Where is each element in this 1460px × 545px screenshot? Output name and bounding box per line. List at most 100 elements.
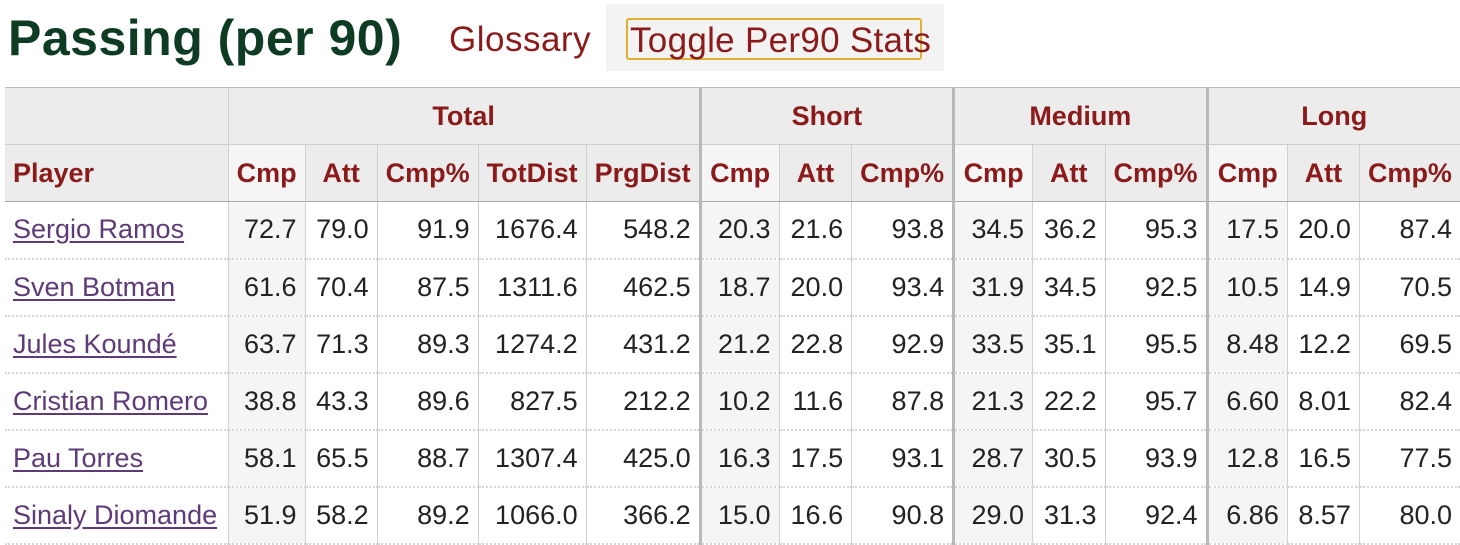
stat-cell: 17.5 <box>778 429 852 488</box>
group-header-total: Total <box>227 87 701 145</box>
stat-cell: 43.3 <box>304 372 378 431</box>
player-link[interactable]: Pau Torres <box>13 442 144 473</box>
stat-cell: 95.7 <box>1104 372 1208 431</box>
stat-cell: 28.7 <box>952 429 1033 488</box>
stat-cell: 71.3 <box>304 315 378 374</box>
column-header-total-cmp-pct[interactable]: Cmp% <box>376 144 479 202</box>
player-link[interactable]: Cristian Romero <box>13 385 209 416</box>
stat-cell: 29.0 <box>952 486 1033 545</box>
stat-cell: 77.5 <box>1358 429 1460 488</box>
stat-cell: 8.01 <box>1286 372 1360 431</box>
stat-cell: 16.5 <box>1286 429 1360 488</box>
player-cell: Sergio Ramos <box>5 201 229 260</box>
stat-cell: 65.5 <box>304 429 378 488</box>
column-header-totdist[interactable]: TotDist <box>477 144 587 202</box>
player-cell: Sinaly Diomande <box>5 486 229 545</box>
group-header-empty <box>5 87 229 145</box>
stat-cell: 92.5 <box>1104 258 1208 317</box>
stat-cell: 30.5 <box>1032 429 1106 488</box>
stat-cell: 12.2 <box>1286 315 1360 374</box>
column-header-medium-cmp-pct[interactable]: Cmp% <box>1104 144 1208 202</box>
column-header-long-att[interactable]: Att <box>1286 144 1360 202</box>
stat-cell: 827.5 <box>477 372 587 431</box>
stat-cell: 16.6 <box>778 486 852 545</box>
stat-cell: 93.9 <box>1104 429 1208 488</box>
stat-cell: 70.5 <box>1358 258 1460 317</box>
stat-cell: 17.5 <box>1205 201 1288 260</box>
column-header-short-cmp-pct[interactable]: Cmp% <box>851 144 954 202</box>
column-header-player[interactable]: Player <box>5 144 229 202</box>
stat-cell: 20.3 <box>698 201 780 260</box>
stat-cell: 34.5 <box>1032 258 1106 317</box>
stat-cell: 10.2 <box>698 372 780 431</box>
stat-cell: 93.8 <box>851 201 954 260</box>
stat-cell: 38.8 <box>227 372 306 431</box>
stat-cell: 20.0 <box>1286 201 1360 260</box>
table-row: Sergio Ramos 72.7 79.0 91.9 1676.4 548.2 20.3 2… <box>5 201 1460 260</box>
stat-cell: 58.2 <box>304 486 378 545</box>
player-link[interactable]: Sergio Ramos <box>13 214 185 245</box>
stat-cell: 31.3 <box>1032 486 1106 545</box>
stat-cell: 51.9 <box>227 486 306 545</box>
toggle-per90-button[interactable]: Toggle Per90 Stats <box>626 18 931 60</box>
player-cell: Sven Botman <box>5 258 229 317</box>
column-header-medium-att[interactable]: Att <box>1032 144 1106 202</box>
stat-cell: 79.0 <box>304 201 378 260</box>
column-header-total-att[interactable]: Att <box>304 144 378 202</box>
stat-cell: 431.2 <box>585 315 701 374</box>
stat-cell: 89.6 <box>376 372 479 431</box>
stat-cell: 35.1 <box>1032 315 1106 374</box>
group-header-long: Long <box>1205 87 1460 145</box>
stat-cell: 95.3 <box>1104 201 1208 260</box>
stat-cell: 11.6 <box>778 372 852 431</box>
column-header-prgdist[interactable]: PrgDist <box>585 144 701 202</box>
stat-cell: 21.3 <box>952 372 1033 431</box>
glossary-link[interactable]: Glossary <box>449 20 592 59</box>
stat-cell: 15.0 <box>698 486 780 545</box>
stat-cell: 8.48 <box>1205 315 1288 374</box>
stat-cell: 95.5 <box>1104 315 1208 374</box>
player-link[interactable]: Sven Botman <box>13 271 176 302</box>
stat-cell: 548.2 <box>585 201 701 260</box>
column-header-short-cmp[interactable]: Cmp <box>698 144 780 202</box>
column-header-long-cmp[interactable]: Cmp <box>1205 144 1288 202</box>
stat-cell: 20.0 <box>778 258 852 317</box>
table-row: Pau Torres 58.1 65.5 88.7 1307.4 425.0 16.3 17.… <box>5 429 1460 488</box>
table-row: Cristian Romero 38.8 43.3 89.6 827.5 212.2 10.… <box>5 372 1460 431</box>
stat-cell: 36.2 <box>1032 201 1106 260</box>
stat-cell: 1676.4 <box>477 201 587 260</box>
stat-cell: 16.3 <box>698 429 780 488</box>
column-header-total-cmp[interactable]: Cmp <box>227 144 306 202</box>
group-header-short: Short <box>698 87 954 145</box>
stat-cell: 70.4 <box>304 258 378 317</box>
stat-cell: 87.4 <box>1358 201 1460 260</box>
player-link[interactable]: Jules Koundé <box>13 328 177 359</box>
stat-cell: 87.5 <box>376 258 479 317</box>
page-title: Passing (per 90) <box>8 8 412 68</box>
stat-cell: 33.5 <box>952 315 1033 374</box>
stat-cell: 72.7 <box>227 201 306 260</box>
stat-cell: 212.2 <box>585 372 701 431</box>
stat-cell: 82.4 <box>1358 372 1460 431</box>
group-header-row: Total Short Medium Long <box>5 87 1460 145</box>
column-header-long-cmp-pct[interactable]: Cmp% <box>1358 144 1460 202</box>
stat-cell: 425.0 <box>585 429 701 488</box>
column-header-medium-cmp[interactable]: Cmp <box>952 144 1033 202</box>
player-cell: Cristian Romero <box>5 372 229 431</box>
stat-cell: 462.5 <box>585 258 701 317</box>
column-header-short-att[interactable]: Att <box>778 144 852 202</box>
stat-cell: 89.2 <box>376 486 479 545</box>
player-link[interactable]: Sinaly Diomande <box>13 499 218 530</box>
stat-cell: 87.8 <box>851 372 954 431</box>
stat-cell: 58.1 <box>227 429 306 488</box>
stat-cell: 31.9 <box>952 258 1033 317</box>
stat-cell: 22.8 <box>778 315 852 374</box>
stat-cell: 80.0 <box>1358 486 1460 545</box>
stat-cell: 6.86 <box>1205 486 1288 545</box>
stat-cell: 22.2 <box>1032 372 1106 431</box>
player-cell: Pau Torres <box>5 429 229 488</box>
stat-cell: 63.7 <box>227 315 306 374</box>
stat-cell: 69.5 <box>1358 315 1460 374</box>
stat-cell: 10.5 <box>1205 258 1288 317</box>
stat-cell: 21.2 <box>698 315 780 374</box>
